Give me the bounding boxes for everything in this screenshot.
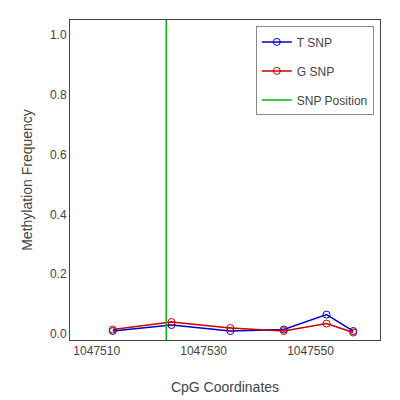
svg-text:1047550: 1047550 — [287, 344, 334, 358]
svg-text:1.0: 1.0 — [50, 28, 67, 42]
svg-text:0.4: 0.4 — [50, 208, 67, 222]
svg-text:1047510: 1047510 — [73, 344, 120, 358]
svg-text:Methylation Frequency: Methylation Frequency — [19, 109, 35, 251]
svg-text:0.2: 0.2 — [50, 267, 67, 281]
svg-text:0.0: 0.0 — [50, 327, 67, 341]
svg-text:1047530: 1047530 — [180, 344, 227, 358]
svg-text:SNP Position: SNP Position — [297, 94, 367, 108]
svg-text:0.8: 0.8 — [50, 88, 67, 102]
svg-text:CpG Coordinates: CpG Coordinates — [171, 379, 279, 395]
svg-text:G SNP: G SNP — [297, 65, 334, 79]
svg-text:0.6: 0.6 — [50, 148, 67, 162]
svg-text:T SNP: T SNP — [297, 36, 332, 50]
